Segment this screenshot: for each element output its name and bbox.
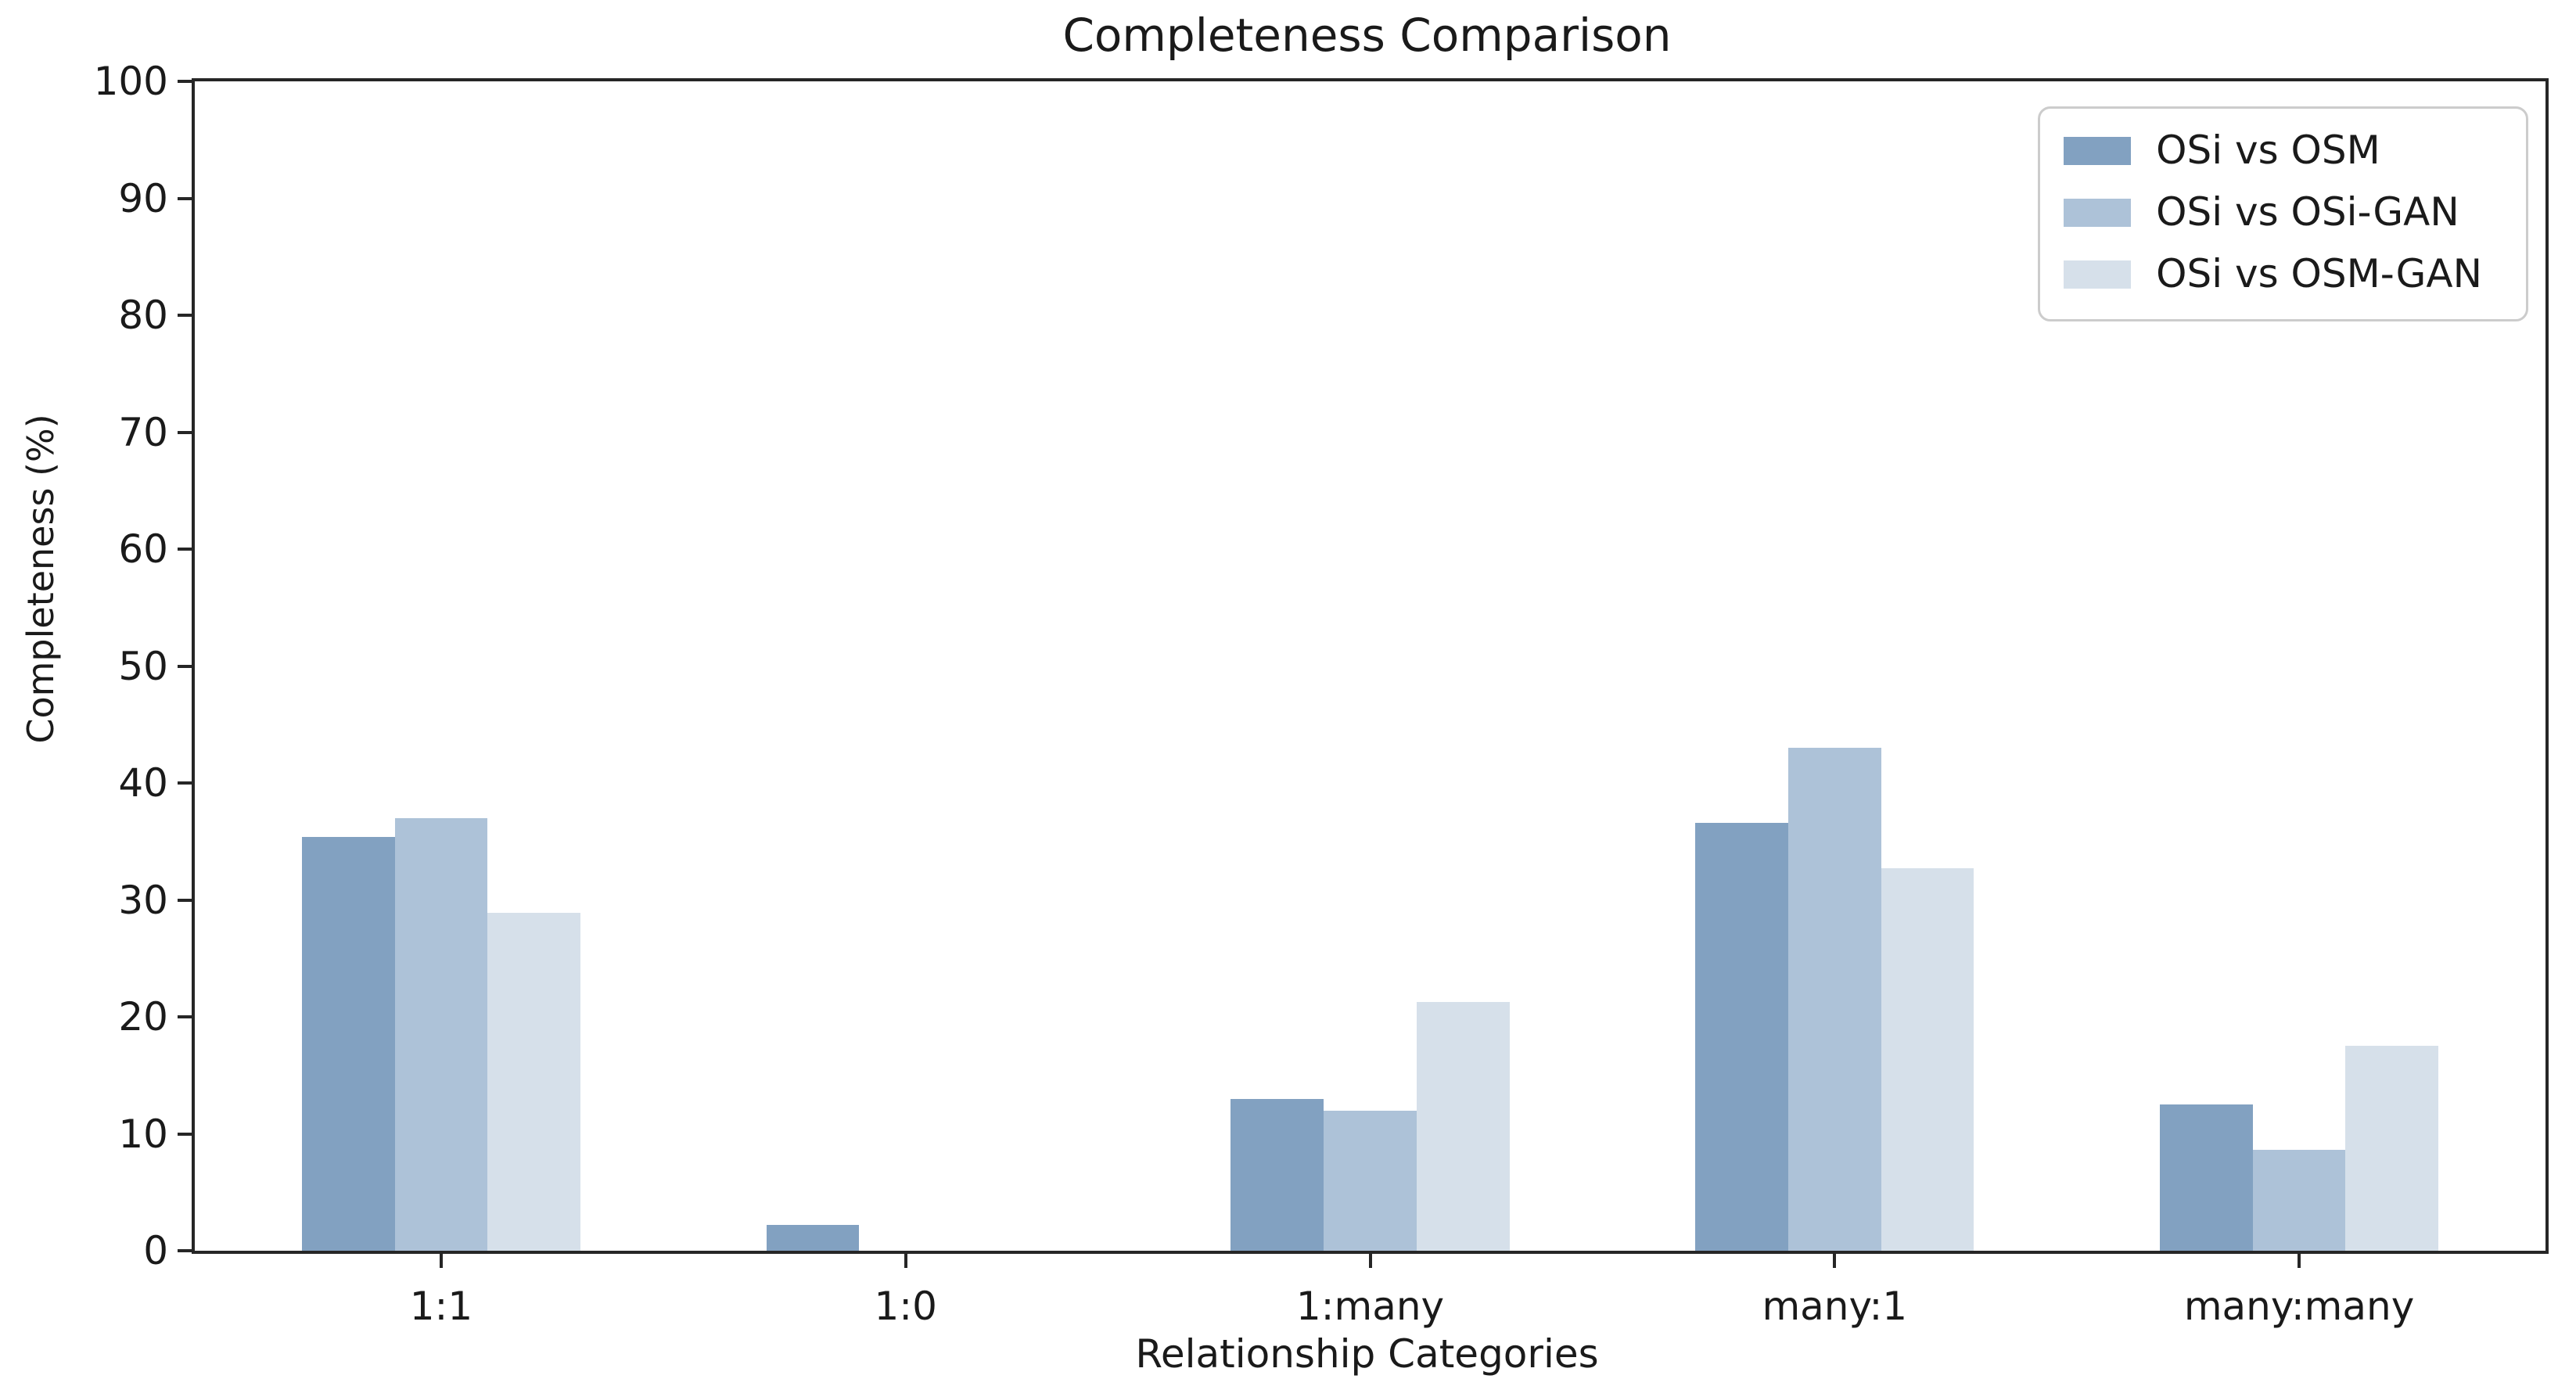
legend-label: OSi vs OSi-GAN: [2156, 189, 2459, 235]
bar-osi-vs-osm-1:1: [301, 836, 395, 1251]
bar-osi-vs-osm-many:many: [2159, 1104, 2253, 1251]
y-tick-mark: [178, 664, 192, 668]
y-tick-label: 0: [143, 1228, 168, 1273]
y-axis-label: Completeness (%): [20, 414, 62, 744]
x-tick-label: 1:0: [874, 1284, 937, 1329]
y-tick-label: 30: [118, 877, 168, 923]
bar-osi-vs-osi-gan-1:many: [1324, 1110, 1417, 1251]
legend-item: OSi vs OSM-GAN: [2064, 253, 2482, 296]
plot-area: OSi vs OSM OSi vs OSi-GAN OSi vs OSM-GAN 0…: [94, 62, 2549, 1326]
bar-osi-vs-osm-gan-many:1: [1881, 868, 1974, 1251]
y-tick-label: 100: [93, 59, 168, 104]
x-axis-label: Relationship Categories: [1135, 1331, 1599, 1377]
y-tick-mark: [178, 1015, 192, 1018]
y-tick-mark: [178, 548, 192, 551]
x-tick-mark: [1368, 1254, 1372, 1268]
y-tick-label: 90: [118, 175, 168, 221]
legend-swatch: [2064, 260, 2132, 289]
bar-osi-vs-osi-gan-many:1: [1787, 748, 1881, 1251]
y-tick-label: 10: [118, 1111, 168, 1157]
y-tick-label: 20: [118, 994, 168, 1040]
legend-item: OSi vs OSM: [2064, 129, 2482, 172]
x-tick-label: many:1: [1762, 1284, 1908, 1329]
y-tick-label: 70: [118, 409, 168, 455]
legend-item: OSi vs OSi-GAN: [2064, 191, 2482, 234]
x-tick-mark: [2298, 1254, 2301, 1268]
legend-swatch: [2064, 198, 2132, 227]
bar-osi-vs-osm-gan-many:many: [2345, 1046, 2439, 1251]
legend-label: OSi vs OSM: [2156, 127, 2380, 173]
x-tick-label: many:many: [2183, 1284, 2415, 1329]
y-tick-mark: [178, 314, 192, 317]
y-tick-mark: [178, 430, 192, 434]
bar-osi-vs-osi-gan-many:many: [2252, 1150, 2346, 1251]
y-tick-label: 60: [118, 526, 168, 572]
y-tick-mark: [178, 1249, 192, 1252]
x-tick-mark: [1833, 1254, 1837, 1268]
chart-title: Completeness Comparison: [1062, 9, 1672, 62]
x-tick-label: 1:many: [1295, 1284, 1445, 1329]
bar-osi-vs-osm-gan-1:many: [1416, 1001, 1510, 1251]
y-tick-mark: [178, 80, 192, 83]
x-tick-mark: [904, 1254, 907, 1268]
legend-label: OSi vs OSM-GAN: [2156, 251, 2482, 296]
bar-osi-vs-osm-many:1: [1695, 822, 1788, 1251]
bar-osi-vs-osm-1:0: [766, 1225, 860, 1251]
bar-osi-vs-osi-gan-1:1: [394, 817, 488, 1251]
y-tick-label: 50: [118, 643, 168, 689]
y-tick-mark: [178, 898, 192, 902]
x-tick-label: 1:1: [409, 1284, 473, 1329]
y-tick-mark: [178, 1132, 192, 1136]
bar-osi-vs-osm-gan-1:1: [487, 912, 581, 1251]
legend: OSi vs OSM OSi vs OSi-GAN OSi vs OSM-GAN: [2038, 106, 2528, 321]
y-tick-mark: [178, 781, 192, 785]
legend-swatch: [2064, 136, 2132, 165]
y-tick-label: 40: [118, 760, 168, 806]
y-tick-mark: [178, 196, 192, 200]
bar-osi-vs-osm-1:many: [1231, 1098, 1324, 1251]
x-tick-mark: [439, 1254, 443, 1268]
y-tick-label: 80: [118, 293, 168, 338]
